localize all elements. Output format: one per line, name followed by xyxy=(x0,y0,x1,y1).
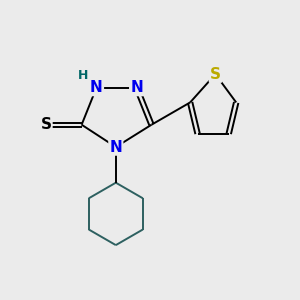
Text: N: N xyxy=(110,140,122,154)
Text: N: N xyxy=(90,80,103,95)
Text: S: S xyxy=(40,117,52,132)
Text: S: S xyxy=(210,67,221,82)
Text: N: N xyxy=(130,80,143,95)
Text: H: H xyxy=(78,69,88,82)
